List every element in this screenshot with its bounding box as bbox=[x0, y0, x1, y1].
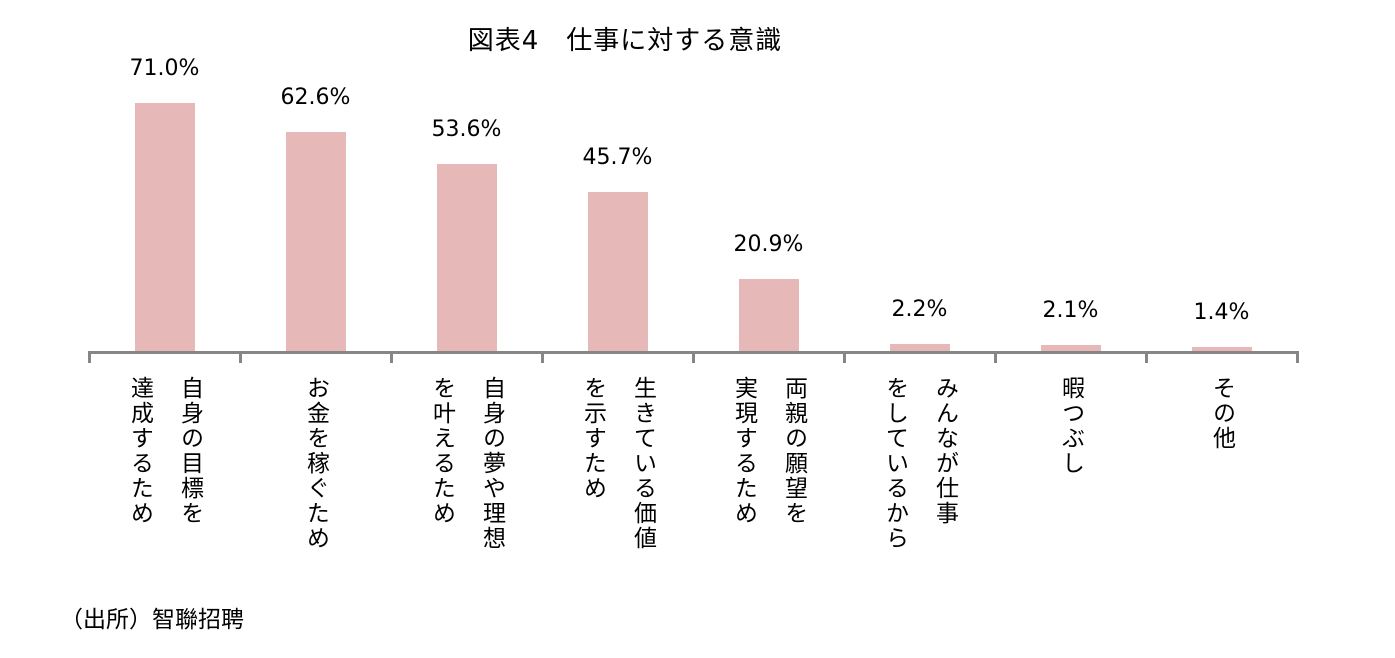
axis-tick bbox=[1296, 351, 1299, 363]
data-label: 20.9% bbox=[733, 231, 804, 257]
category-label-line: その他 bbox=[1208, 376, 1235, 451]
category-label: お金を稼ぐため bbox=[240, 376, 391, 551]
data-label: 62.6% bbox=[280, 85, 351, 111]
category-label-line: 自身の目標を bbox=[176, 376, 203, 526]
bar bbox=[587, 191, 648, 352]
bar bbox=[889, 344, 950, 352]
data-label: 2.1% bbox=[1042, 297, 1099, 323]
category-label: 両親の願望を 実現するため bbox=[693, 376, 844, 526]
category-label-line: 達成するため bbox=[126, 376, 153, 526]
axis-tick bbox=[692, 351, 695, 363]
category-label-line: 暇つぶし bbox=[1057, 376, 1084, 476]
bar bbox=[1191, 347, 1252, 352]
plot-area: 71.0% 62.6% 53.6% 45.7% 20.9% 2.2% 2.1% 1.4% bbox=[89, 56, 1297, 352]
category-label-line: を示すため bbox=[579, 376, 606, 501]
axis-tick bbox=[1145, 351, 1148, 363]
category-label: 生きている価値 を示すため bbox=[542, 376, 693, 551]
bar bbox=[134, 103, 195, 352]
axis-tick bbox=[541, 351, 544, 363]
bar bbox=[738, 278, 799, 352]
data-label: 71.0% bbox=[129, 56, 200, 81]
category-label-line: を叶えるため bbox=[428, 376, 455, 526]
category-label: 自身の目標を 達成するため bbox=[89, 376, 240, 526]
category-label-line: をしているから bbox=[881, 376, 908, 551]
axis-tick bbox=[88, 351, 91, 363]
data-label: 1.4% bbox=[1193, 300, 1250, 326]
axis-tick bbox=[843, 351, 846, 363]
data-label: 45.7% bbox=[582, 144, 653, 170]
category-label-line: 両親の願望を bbox=[780, 376, 807, 526]
category-label-line: 生きている価値 bbox=[629, 376, 656, 551]
category-label-line: みんなが仕事 bbox=[931, 376, 958, 526]
chart-title: 図表4 仕事に対する意識 bbox=[467, 26, 783, 56]
axis-tick bbox=[994, 351, 997, 363]
source-note: （出所）智聯招聘 bbox=[60, 607, 244, 633]
axis-tick bbox=[390, 351, 393, 363]
bar bbox=[285, 132, 346, 352]
category-label-line: お金を稼ぐため bbox=[302, 376, 329, 551]
category-label: 暇つぶし bbox=[995, 376, 1146, 476]
axis-tick bbox=[239, 351, 242, 363]
category-label-line: 自身の夢や理想 bbox=[478, 376, 505, 551]
category-label: みんなが仕事 をしているから bbox=[844, 376, 995, 551]
category-label: その他 bbox=[1146, 376, 1297, 451]
category-label-line: 実現するため bbox=[730, 376, 757, 526]
data-label: 53.6% bbox=[431, 117, 502, 143]
category-label: 自身の夢や理想 を叶えるため bbox=[391, 376, 542, 551]
data-label: 2.2% bbox=[891, 297, 948, 323]
bar bbox=[436, 164, 497, 352]
bar bbox=[1040, 344, 1101, 352]
